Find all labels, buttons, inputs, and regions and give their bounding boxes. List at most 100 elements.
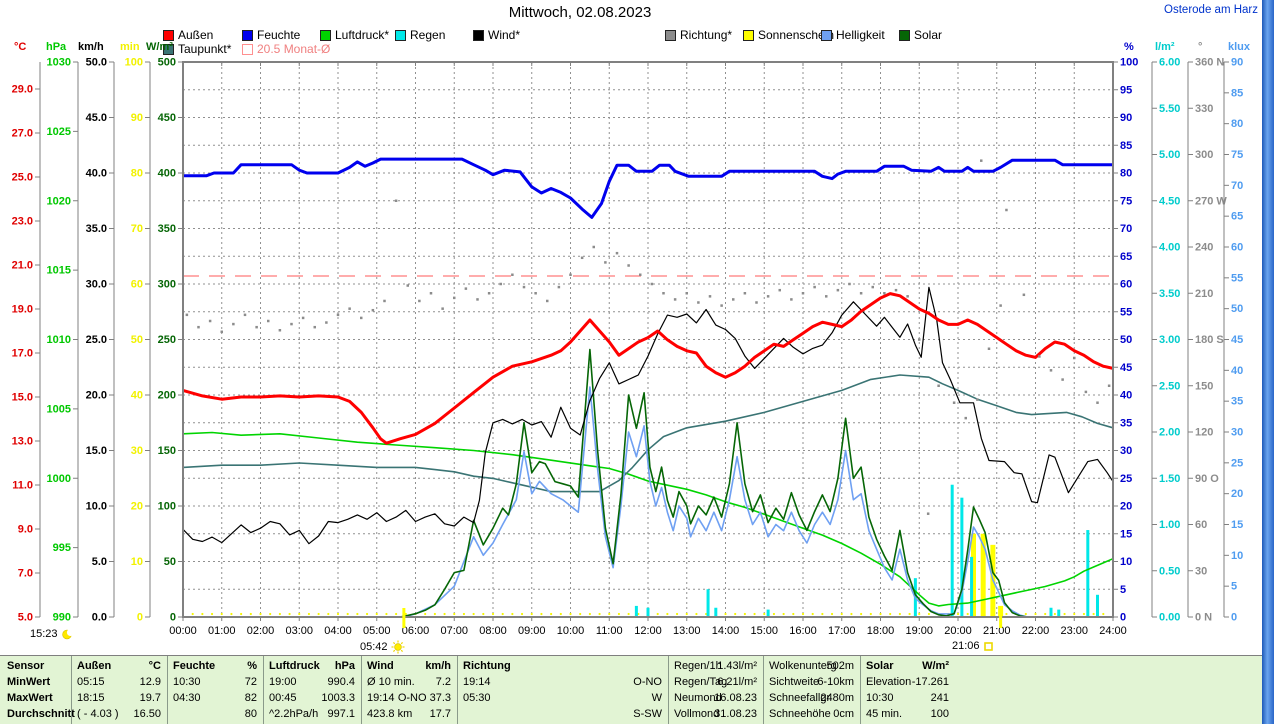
svg-text:80: 80 <box>1120 168 1132 180</box>
table-cell-value: hPa <box>334 660 355 672</box>
table-divider <box>263 656 264 724</box>
svg-text:75: 75 <box>1231 149 1243 161</box>
table-cell-label: Vollmond <box>674 708 720 720</box>
svg-text:10: 10 <box>1120 556 1132 568</box>
legend-label: Solar <box>914 28 943 42</box>
svg-text:180 S: 180 S <box>1195 334 1224 346</box>
svg-text:60: 60 <box>1231 242 1243 254</box>
table-cell-label: 19:14 <box>463 676 491 688</box>
table-cell-label: 10:30 <box>866 692 894 704</box>
legend-item-au-en[interactable]: Außen <box>163 28 213 42</box>
moonrise-marker: 15:23 <box>30 628 74 640</box>
sunrise-sun-icon <box>391 640 405 654</box>
table-cell-value: % <box>247 660 257 672</box>
table-cell-label: Wolkenunterg <box>769 660 837 672</box>
legend-item-regen[interactable]: Regen <box>395 28 446 42</box>
time-label: 16:00 <box>789 625 817 637</box>
legend-item-helligkeit[interactable]: Helligkeit <box>821 28 885 42</box>
svg-text:5.0: 5.0 <box>18 612 33 624</box>
svg-text:6.00: 6.00 <box>1159 57 1180 69</box>
axis-header-wm2: W/m² <box>146 41 173 53</box>
svg-text:0: 0 <box>137 612 143 624</box>
svg-text:30: 30 <box>131 445 143 457</box>
table-cell-value: W/m² <box>922 660 949 672</box>
time-label: 04:00 <box>324 625 352 637</box>
svg-text:1010: 1010 <box>47 334 71 346</box>
svg-text:4.00: 4.00 <box>1159 242 1180 254</box>
svg-text:150: 150 <box>158 445 176 457</box>
table-cell-label: Neumond <box>674 692 722 704</box>
time-axis: 00:00 01:00 02:00 03:00 04:00 05:00 06:00 07:00… <box>169 608 1127 637</box>
legend-item-solar[interactable]: Solar <box>899 28 943 42</box>
table-divider <box>167 656 168 724</box>
svg-text:50: 50 <box>1120 334 1132 346</box>
table-cell-label: 18:15 <box>77 692 105 704</box>
table-cell-value: 502m <box>826 660 854 672</box>
svg-text:270 W: 270 W <box>1195 195 1227 207</box>
svg-text:15: 15 <box>1120 528 1132 540</box>
sunset-marker: 21:06 <box>952 640 994 652</box>
svg-text:0.00: 0.00 <box>1159 612 1180 624</box>
svg-text:100: 100 <box>1120 57 1138 69</box>
svg-text:1.50: 1.50 <box>1159 473 1180 485</box>
table-cell-value: W <box>651 692 662 704</box>
location-label: Osterode am Harz <box>1164 4 1258 16</box>
time-label: 10:00 <box>557 625 585 637</box>
weather-chart-plot[interactable]: 5.0 7.0 9.0 11.0 13.0 15.0 17.0 19.0 21.0 23.0 25.… <box>0 0 1274 655</box>
svg-text:100: 100 <box>158 501 176 513</box>
legend-label: Regen <box>410 28 446 42</box>
svg-text:10: 10 <box>1231 550 1243 562</box>
legend-item-feuchte[interactable]: Feuchte <box>242 28 301 42</box>
legend-item-luftdruck-[interactable]: Luftdruck* <box>320 28 389 42</box>
time-label: 11:00 <box>596 625 623 637</box>
svg-text:9.0: 9.0 <box>18 524 33 536</box>
legend-swatch-icon <box>242 43 253 55</box>
legend-item-20-5-monat-[interactable]: 20.5 Monat-Ø <box>242 42 330 56</box>
table-row-label: MaxWert <box>7 692 53 704</box>
svg-text:15.0: 15.0 <box>12 392 33 404</box>
legend-item-wind-[interactable]: Wind* <box>473 28 520 42</box>
legend-label: Sonnenschein <box>758 28 835 42</box>
time-label: 03:00 <box>285 625 313 637</box>
window-edge-splitter[interactable] <box>1262 0 1274 724</box>
svg-text:300: 300 <box>158 279 176 291</box>
table-row-label: MinWert <box>7 676 51 688</box>
sunrise-tick <box>402 608 406 628</box>
table-cell-value: 100 <box>930 708 949 720</box>
table-cell-value: 6-10km <box>817 676 854 688</box>
svg-text:15: 15 <box>1231 519 1243 531</box>
svg-text:80: 80 <box>131 168 143 180</box>
table-cell-value: 2480m <box>820 692 854 704</box>
table-divider <box>860 656 861 724</box>
svg-text:0.0: 0.0 <box>92 612 107 624</box>
axis-hpa: 990 995 1000 1005 1010 1015 1020 1025 1030 <box>47 57 79 624</box>
time-label: 07:00 <box>440 625 468 637</box>
svg-text:70: 70 <box>1231 180 1243 192</box>
table-cell-label: Feuchte <box>173 660 216 672</box>
legend-item-taupunkt-[interactable]: Taupunkt* <box>163 42 231 56</box>
summary-table: Sensor MinWert MaxWert Durchschnitt Außen °C 0… <box>0 655 1262 724</box>
svg-text:17.0: 17.0 <box>12 348 33 360</box>
legend-item-sonnenschein[interactable]: Sonnenschein <box>743 28 835 42</box>
svg-text:1000: 1000 <box>47 473 71 485</box>
svg-text:5: 5 <box>1120 584 1126 596</box>
svg-text:1.00: 1.00 <box>1159 519 1180 531</box>
svg-text:10.0: 10.0 <box>86 501 107 513</box>
legend-label: Feuchte <box>257 28 301 42</box>
svg-text:3.00: 3.00 <box>1159 334 1180 346</box>
axis-header-kmh: km/h <box>78 41 104 53</box>
svg-text:360 N: 360 N <box>1195 57 1224 69</box>
legend-item-richtung-[interactable]: Richtung* <box>665 28 732 42</box>
svg-text:13.0: 13.0 <box>12 436 33 448</box>
svg-text:25.0: 25.0 <box>12 172 33 184</box>
svg-text:20: 20 <box>1231 488 1243 500</box>
table-cell-label: 45 min. <box>866 708 903 720</box>
svg-text:65: 65 <box>1120 251 1132 263</box>
svg-text:23.0: 23.0 <box>12 216 33 228</box>
time-label: 15:00 <box>750 625 778 637</box>
svg-text:300: 300 <box>1195 149 1213 161</box>
svg-text:50: 50 <box>131 334 143 346</box>
time-label: 17:00 <box>828 625 856 637</box>
table-cell-value: 997.1 <box>327 708 355 720</box>
svg-text:90: 90 <box>1231 57 1243 69</box>
